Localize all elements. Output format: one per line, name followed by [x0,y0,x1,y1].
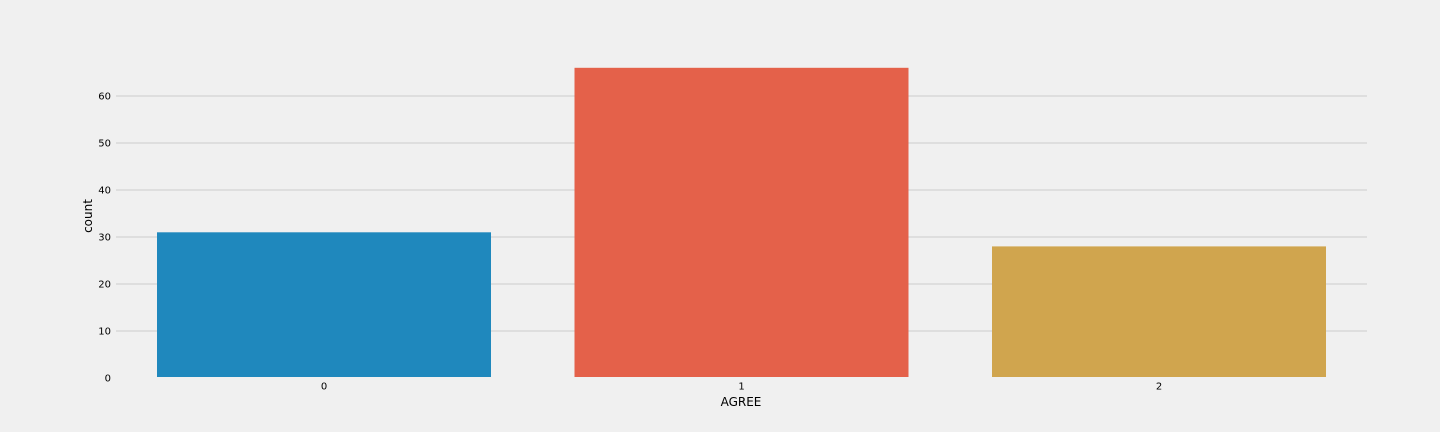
bar-1 [574,67,909,378]
y-tick-labels: 0 10 20 30 40 50 60 [98,92,111,385]
x-tick-label: 1 [738,382,744,393]
y-tick-label: 20 [98,280,111,291]
y-tick-label: 30 [98,233,111,244]
y-tick-label: 60 [98,92,111,103]
bar-0 [157,232,491,377]
y-tick-label: 10 [98,327,111,338]
x-tick-labels: 0 1 2 [321,382,1162,393]
y-axis-label: count [81,199,95,233]
y-tick-label: 50 [98,139,111,150]
y-tick-label: 40 [98,186,111,197]
bars [157,67,1326,378]
y-tick-label: 0 [105,374,111,385]
x-tick-label: 0 [321,382,327,393]
bar-2 [992,246,1326,377]
x-tick-label: 2 [1156,382,1162,393]
x-axis-label: AGREE [721,395,762,409]
